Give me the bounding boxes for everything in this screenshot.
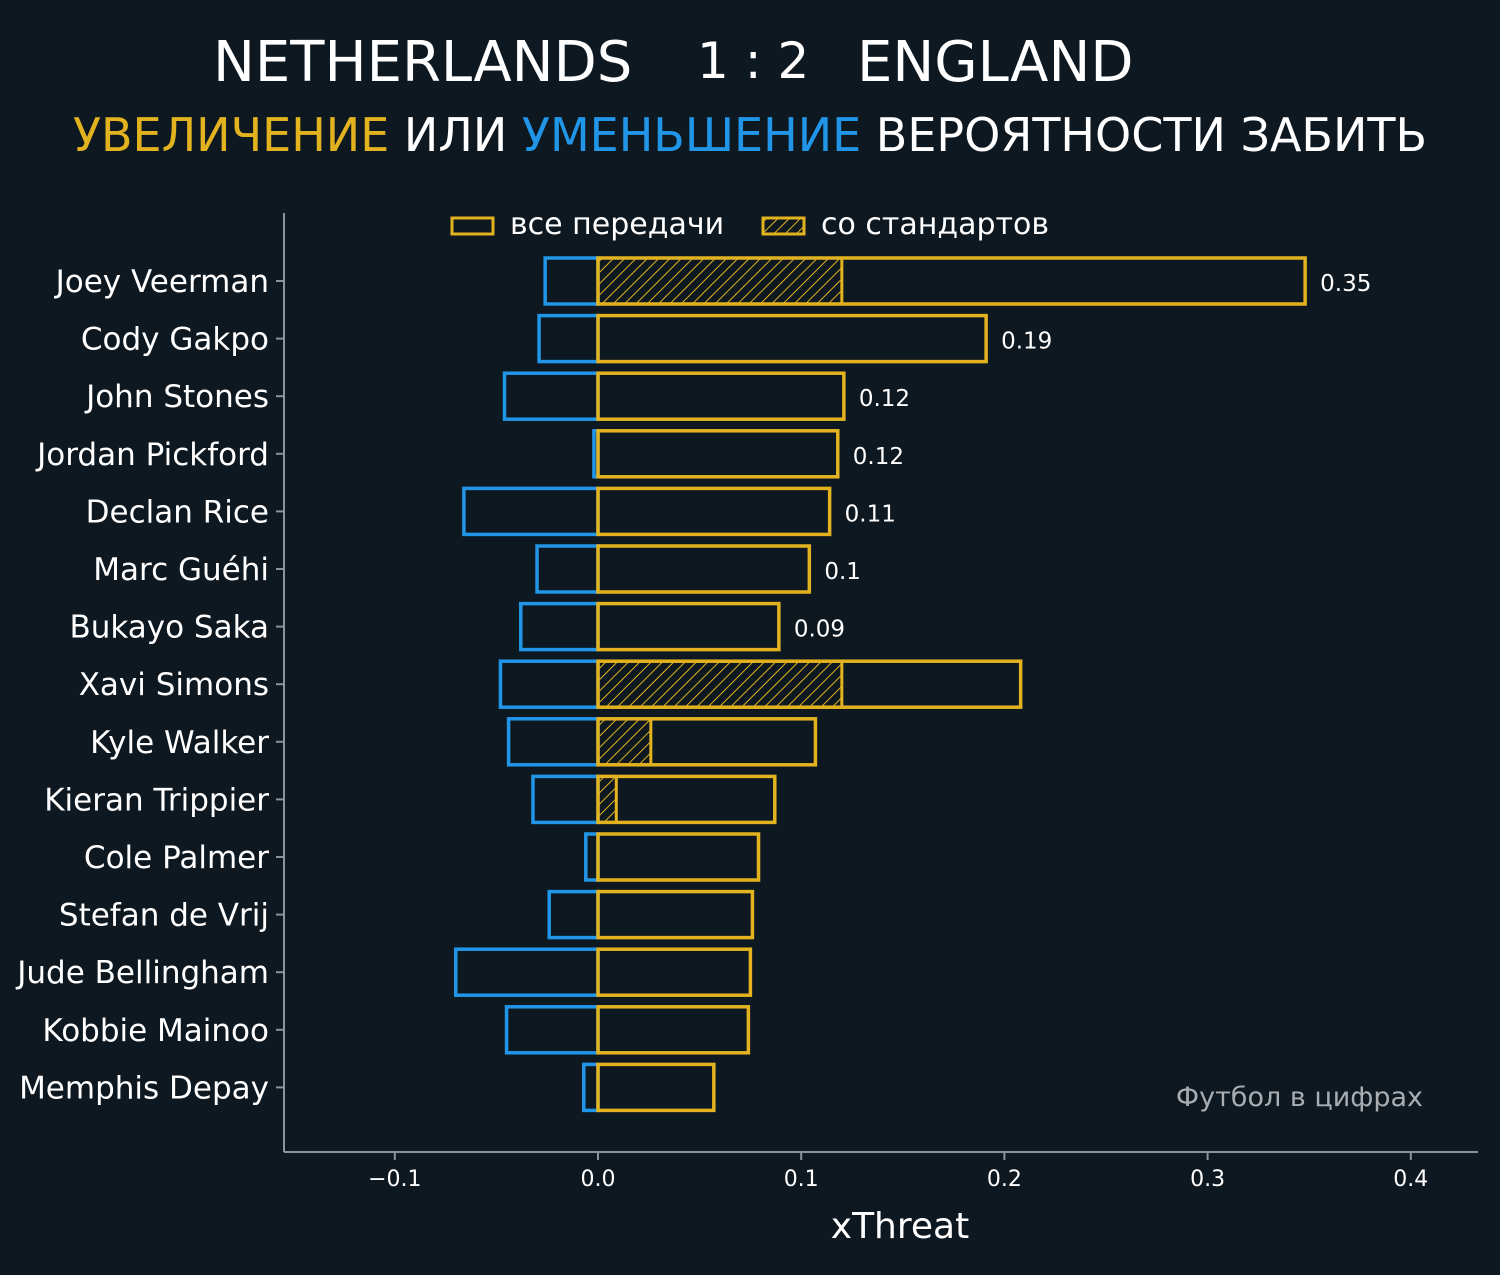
increase-bar — [596, 371, 846, 421]
value-label: 0.11 — [845, 501, 896, 527]
value-label: 0.1 — [824, 559, 861, 585]
legend-set-pieces-label: со стандартов — [821, 207, 1049, 242]
player-label: Jordan Pickford — [35, 437, 269, 473]
x-tick-label: 0.4 — [1393, 1167, 1428, 1192]
decrease-bar — [502, 371, 600, 421]
increase-bar — [596, 313, 988, 364]
x-tick-label: 0.0 — [581, 1167, 616, 1192]
player-label: Joey Veerman — [54, 264, 269, 300]
decrease-bar — [519, 601, 600, 652]
decrease-bar — [543, 256, 600, 306]
increase-bar — [596, 429, 840, 479]
player-label: Marc Guéhi — [93, 552, 269, 588]
decrease-bar — [462, 486, 600, 537]
x-tick-label: 0.1 — [784, 1167, 819, 1192]
increase-bar — [596, 544, 812, 594]
player-label: Cole Palmer — [84, 840, 269, 876]
subtitle-or: ИЛИ — [389, 108, 522, 162]
player-label: Stefan de Vrij — [59, 898, 269, 934]
subtitle-rest: ВЕРОЯТНОСТИ ЗАБИТЬ — [861, 108, 1428, 162]
increase-bar — [596, 717, 818, 767]
home-team: NETHERLANDS — [213, 30, 633, 95]
player-label: Xavi Simons — [79, 667, 269, 703]
value-label: 0.12 — [859, 386, 910, 412]
decrease-bar — [547, 889, 600, 940]
subtitle-decrease: УМЕНЬШЕНИЕ — [521, 108, 862, 162]
x-tick-label: 0.3 — [1190, 1167, 1225, 1192]
increase-bar — [596, 486, 832, 537]
decrease-bar — [506, 717, 600, 767]
decrease-bar — [454, 947, 600, 997]
increase-bar — [596, 889, 755, 940]
player-label: Bukayo Saka — [69, 610, 269, 646]
increase-bar — [596, 832, 761, 882]
increase-bar — [596, 601, 781, 652]
player-label: Declan Rice — [86, 494, 269, 530]
subtitle-increase: УВЕЛИЧЕНИЕ — [72, 108, 390, 162]
watermark: Футбол в цифрах — [1176, 1082, 1423, 1113]
player-label: John Stones — [84, 379, 269, 415]
set-piece-bar — [596, 256, 844, 306]
decrease-bar — [584, 832, 600, 882]
away-team: ENGLAND — [857, 30, 1134, 95]
player-label: Memphis Depay — [19, 1070, 269, 1106]
player-label: Jude Bellingham — [15, 955, 269, 991]
set-piece-bar — [596, 774, 618, 824]
legend-set-pieces-swatch — [761, 216, 806, 236]
decrease-bar — [582, 1062, 600, 1113]
legend-all-passes-label: все передачи — [510, 207, 724, 242]
player-label: Kobbie Mainoo — [42, 1013, 269, 1049]
decrease-bar — [504, 1005, 600, 1055]
value-label: 0.09 — [794, 617, 845, 643]
increase-bar — [596, 1062, 716, 1113]
increase-bar — [596, 774, 777, 825]
match-title: NETHERLANDS 1 : 2 ENGLAND — [0, 30, 1500, 100]
legend-all-passes-swatch — [450, 216, 495, 236]
decrease-bar — [537, 313, 600, 364]
set-piece-bar — [596, 659, 844, 709]
increase-bar — [596, 256, 1307, 306]
value-label: 0.35 — [1320, 271, 1371, 297]
increase-bar — [596, 947, 753, 997]
value-label: 0.12 — [853, 444, 904, 470]
player-label: Kieran Trippier — [44, 782, 269, 818]
player-label: Kyle Walker — [90, 725, 269, 761]
subtitle: УВЕЛИЧЕНИЕ ИЛИ УМЕНЬШЕНИЕ ВЕРОЯТНОСТИ ЗА… — [0, 108, 1500, 162]
increase-bar — [596, 659, 1023, 709]
set-piece-bar — [596, 717, 653, 767]
decrease-bar — [531, 774, 600, 825]
decrease-bar — [535, 544, 600, 594]
match-score: 1 : 2 — [697, 32, 810, 90]
increase-bar — [596, 1005, 751, 1055]
value-label: 0.19 — [1001, 329, 1052, 355]
player-label: Cody Gakpo — [81, 322, 269, 358]
x-tick-label: −0.1 — [368, 1167, 421, 1192]
decrease-bar — [498, 659, 600, 709]
x-axis-label: xThreat — [831, 1206, 969, 1247]
x-tick-label: 0.2 — [987, 1167, 1022, 1192]
